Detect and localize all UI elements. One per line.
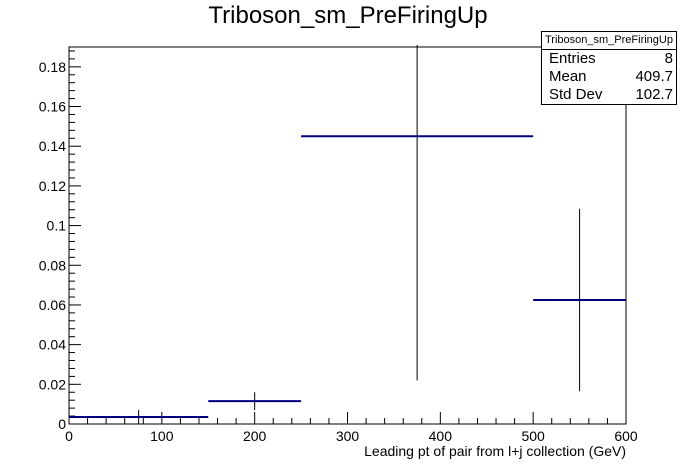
stats-label: Mean	[549, 68, 587, 85]
x-tick-label: 100	[150, 428, 174, 444]
x-tick-label: 300	[336, 428, 360, 444]
x-axis-ticks: 0 100 200 300 400 500 600	[65, 412, 638, 444]
y-tick-label: 0.06	[39, 297, 66, 313]
stats-row-stddev: Std Dev 102.7	[542, 86, 676, 104]
x-tick-label: 500	[521, 428, 545, 444]
histogram-bins	[69, 45, 626, 424]
stats-label: Std Dev	[549, 86, 603, 103]
y-tick-label: 0.12	[39, 178, 66, 194]
stats-value: 102.7	[635, 86, 673, 103]
x-tick-label: 0	[65, 428, 73, 444]
y-tick-label: 0.08	[39, 257, 66, 273]
y-tick-label: 0.18	[39, 59, 66, 75]
stats-row-mean: Mean 409.7	[542, 68, 676, 86]
y-tick-label: 0.14	[39, 138, 66, 154]
y-tick-label: 0.02	[39, 376, 66, 392]
y-axis-ticks: 0 0.02 0.04 0.06 0.08 0.1 0.12 0.14 0.16 0.18	[39, 50, 81, 432]
x-tick-label: 600	[614, 428, 638, 444]
stats-box: Triboson_sm_PreFiringUp Entries 8 Mean 4…	[541, 31, 677, 105]
x-axis-label: Leading pt of pair from l+j collection (…	[364, 443, 626, 459]
x-tick-label: 200	[243, 428, 267, 444]
stats-value: 409.7	[635, 68, 673, 85]
y-tick-label: 0.04	[39, 337, 66, 353]
stats-row-entries: Entries 8	[542, 50, 676, 68]
x-tick-label: 400	[429, 428, 453, 444]
stats-title: Triboson_sm_PreFiringUp	[542, 32, 676, 50]
stats-value: 8	[664, 50, 673, 67]
y-tick-label: 0	[58, 416, 66, 432]
y-tick-label: 0.1	[47, 218, 67, 234]
y-tick-label: 0.16	[39, 99, 66, 115]
stats-label: Entries	[549, 50, 596, 67]
chart-title: Triboson_sm_PreFiringUp	[208, 2, 488, 29]
